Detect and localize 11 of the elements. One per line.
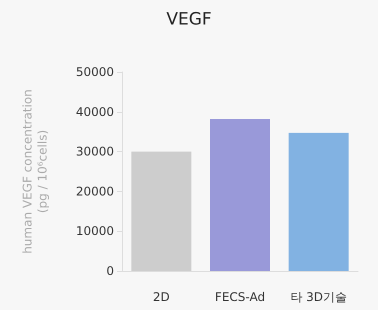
y-tick-label: 50000: [76, 65, 114, 79]
y-axis-title: human VEGF concentration (pg / 10⁶cells): [20, 89, 50, 254]
x-tick-label: 타 3D기술: [290, 290, 348, 304]
y-tick-label: 10000: [76, 224, 114, 238]
x-tick-label: FECS-Ad: [214, 290, 266, 304]
y-tick-label: 40000: [76, 104, 114, 119]
y-tick-label: 30000: [76, 144, 114, 159]
y-tick-label: 0: [106, 264, 114, 278]
y-tick-label: 20000: [76, 184, 114, 198]
x-tick-label: 2D: [152, 290, 170, 304]
chart-title: VEGF: [166, 10, 212, 30]
